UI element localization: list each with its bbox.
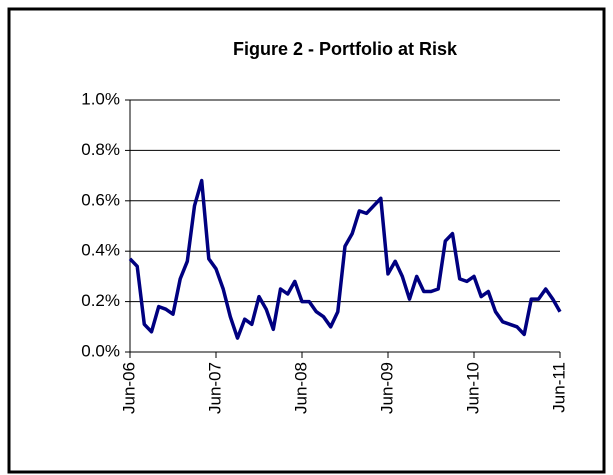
y-tick-label: 0.0% [81, 341, 120, 360]
y-tick-label: 0.2% [81, 291, 120, 310]
x-tick-label: Jun-09 [377, 362, 396, 414]
x-tick-label: Jun-10 [463, 362, 482, 414]
x-tick-label: Jun-06 [119, 362, 138, 414]
data-line [128, 178, 562, 340]
y-tick-label: 1.0% [81, 89, 120, 108]
y-tick-label: 0.8% [81, 140, 120, 159]
x-tick-label: Jun-08 [291, 362, 310, 414]
y-tick-label: 0.6% [81, 190, 120, 209]
x-tick-label: Jun-07 [205, 362, 224, 414]
x-tick-label: Jun-11 [549, 362, 568, 413]
y-tick-label: 0.4% [81, 241, 120, 260]
chart-title: Figure 2 - Portfolio at Risk [233, 39, 458, 59]
chart-border [7, 7, 606, 474]
